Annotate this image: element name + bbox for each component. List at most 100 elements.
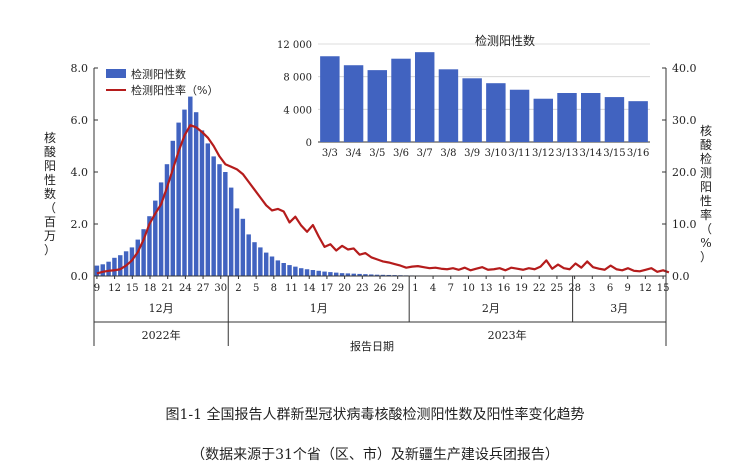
inset-x-tick-label: 3/6 (393, 148, 409, 159)
main-bar (170, 140, 176, 276)
inset-bar-series (320, 52, 648, 143)
main-bar (316, 270, 321, 276)
main-bar (369, 274, 374, 276)
axis-title-char: 酸 (44, 144, 56, 159)
main-bar (363, 274, 368, 276)
main-bar (199, 130, 205, 276)
x-tick-label: 15 (126, 283, 139, 294)
main-bar (269, 256, 275, 276)
main-bar (380, 274, 386, 276)
month-label: 3月 (610, 302, 628, 315)
main-bar (135, 239, 140, 276)
x-tick-label: 26 (374, 283, 387, 294)
main-bar (147, 216, 152, 276)
axis-title-char: 性 (700, 194, 712, 208)
main-bar (339, 273, 345, 276)
x-tick-label: 12 (108, 283, 121, 294)
main-bar (287, 265, 292, 276)
axis-title-char: 性 (44, 173, 56, 187)
main-bar (293, 266, 298, 276)
x-axis-title: 报告日期 (350, 339, 394, 353)
inset-x-tick-label: 3/10 (485, 148, 507, 159)
axis-title-char: 百 (44, 215, 56, 229)
axis-title-char: 测 (700, 166, 712, 180)
inset-x-tick-label: 3/14 (579, 148, 601, 159)
main-bar (252, 242, 257, 276)
main-bar (304, 269, 310, 276)
main-bar (118, 255, 123, 276)
inset-x-tick-label: 3/5 (369, 148, 385, 159)
main-axes (93, 67, 667, 346)
main-bar (234, 208, 240, 276)
x-tick-label: 10 (462, 283, 475, 294)
year-label: 2023年 (488, 328, 527, 342)
inset-bar (367, 70, 388, 142)
main-bar (112, 257, 117, 276)
x-tick-label: 20 (338, 283, 351, 294)
x-tick-label: 2 (235, 283, 241, 294)
x-tick-label: 1 (412, 283, 418, 294)
main-bar (328, 272, 333, 276)
main-bar (246, 234, 251, 276)
main-bar (188, 96, 193, 276)
main-bar (193, 112, 199, 276)
x-tick-label: 24 (179, 283, 192, 294)
inset-bar (438, 69, 459, 142)
main-bar (141, 229, 146, 276)
inset-bar (486, 83, 506, 142)
x-tick-label: 9 (94, 283, 100, 294)
y-left-tick-label: 8.0 (71, 62, 89, 75)
x-tick-label: 16 (497, 283, 510, 294)
main-bar (223, 172, 228, 276)
axis-title-char: 核 (44, 131, 56, 145)
main-bar (351, 273, 356, 276)
rate-line (96, 124, 670, 275)
inset-bar (628, 101, 648, 142)
x-tick-label: 12 (639, 283, 652, 294)
inset-bar (343, 65, 364, 142)
month-label: 1月 (310, 302, 328, 315)
figure-caption: 图1-1 全国报告人群新型冠状病毒核酸检测阳性数及阳性率变化趋势 (165, 407, 585, 423)
inset-y-tick-label: 0 (306, 138, 312, 149)
inset-bar (320, 56, 340, 142)
main-bar (258, 247, 263, 276)
inset-x-tick-label: 3/12 (532, 148, 554, 159)
inset-tick-labels: 0 4 000 8 000 12 000 3/3 3/4 3/5 3/6 3/7 3/8 3/9 3/… (277, 40, 649, 159)
inset-bar (580, 93, 601, 142)
legend: 检测阳性数 检测阳性率（%） (106, 67, 218, 97)
x-tick-label: 19 (515, 283, 528, 294)
x-tick-label: 18 (144, 283, 157, 294)
inset-x-tick-label: 3/13 (556, 148, 578, 159)
y-axis-right-title: 核酸检测阳性率（%） (700, 124, 712, 264)
axis-title-char: （ (700, 222, 712, 236)
axis-title-char: ） (44, 243, 56, 257)
main-tick-labels: 0.02.04.06.08.00.010.020.030.040.09 12 15 1… (71, 62, 697, 342)
x-tick-label: 21 (161, 283, 174, 294)
inset-bar (462, 78, 482, 142)
x-tick-label: 5 (253, 283, 259, 294)
main-line-series (96, 124, 670, 275)
inset-x-tick-label: 3/11 (508, 148, 530, 159)
inset-x-tick-label: 3/16 (627, 148, 649, 159)
main-bar (94, 265, 100, 276)
axis-title-char: 检 (700, 151, 712, 166)
main-bar (298, 268, 304, 276)
main-bar-series (94, 96, 666, 276)
inset-bar (509, 89, 530, 142)
inset-title: 检测阳性数 (475, 33, 535, 48)
year-label: 2022年 (142, 328, 181, 342)
main-bar (310, 270, 316, 276)
y-left-tick-label: 6.0 (71, 114, 89, 127)
x-tick-label: 27 (197, 283, 210, 294)
inset-x-tick-label: 3/4 (346, 148, 362, 159)
axis-title-char: 酸 (700, 137, 712, 152)
main-bar (100, 264, 105, 276)
main-bar (240, 218, 246, 276)
inset-bar (557, 93, 577, 142)
y-right-tick-label: 10.0 (672, 218, 697, 231)
x-tick-label: 29 (391, 283, 404, 294)
y-left-tick-label: 0.0 (71, 270, 89, 283)
y-right-tick-label: 0.0 (672, 270, 690, 283)
main-bar (123, 251, 129, 276)
